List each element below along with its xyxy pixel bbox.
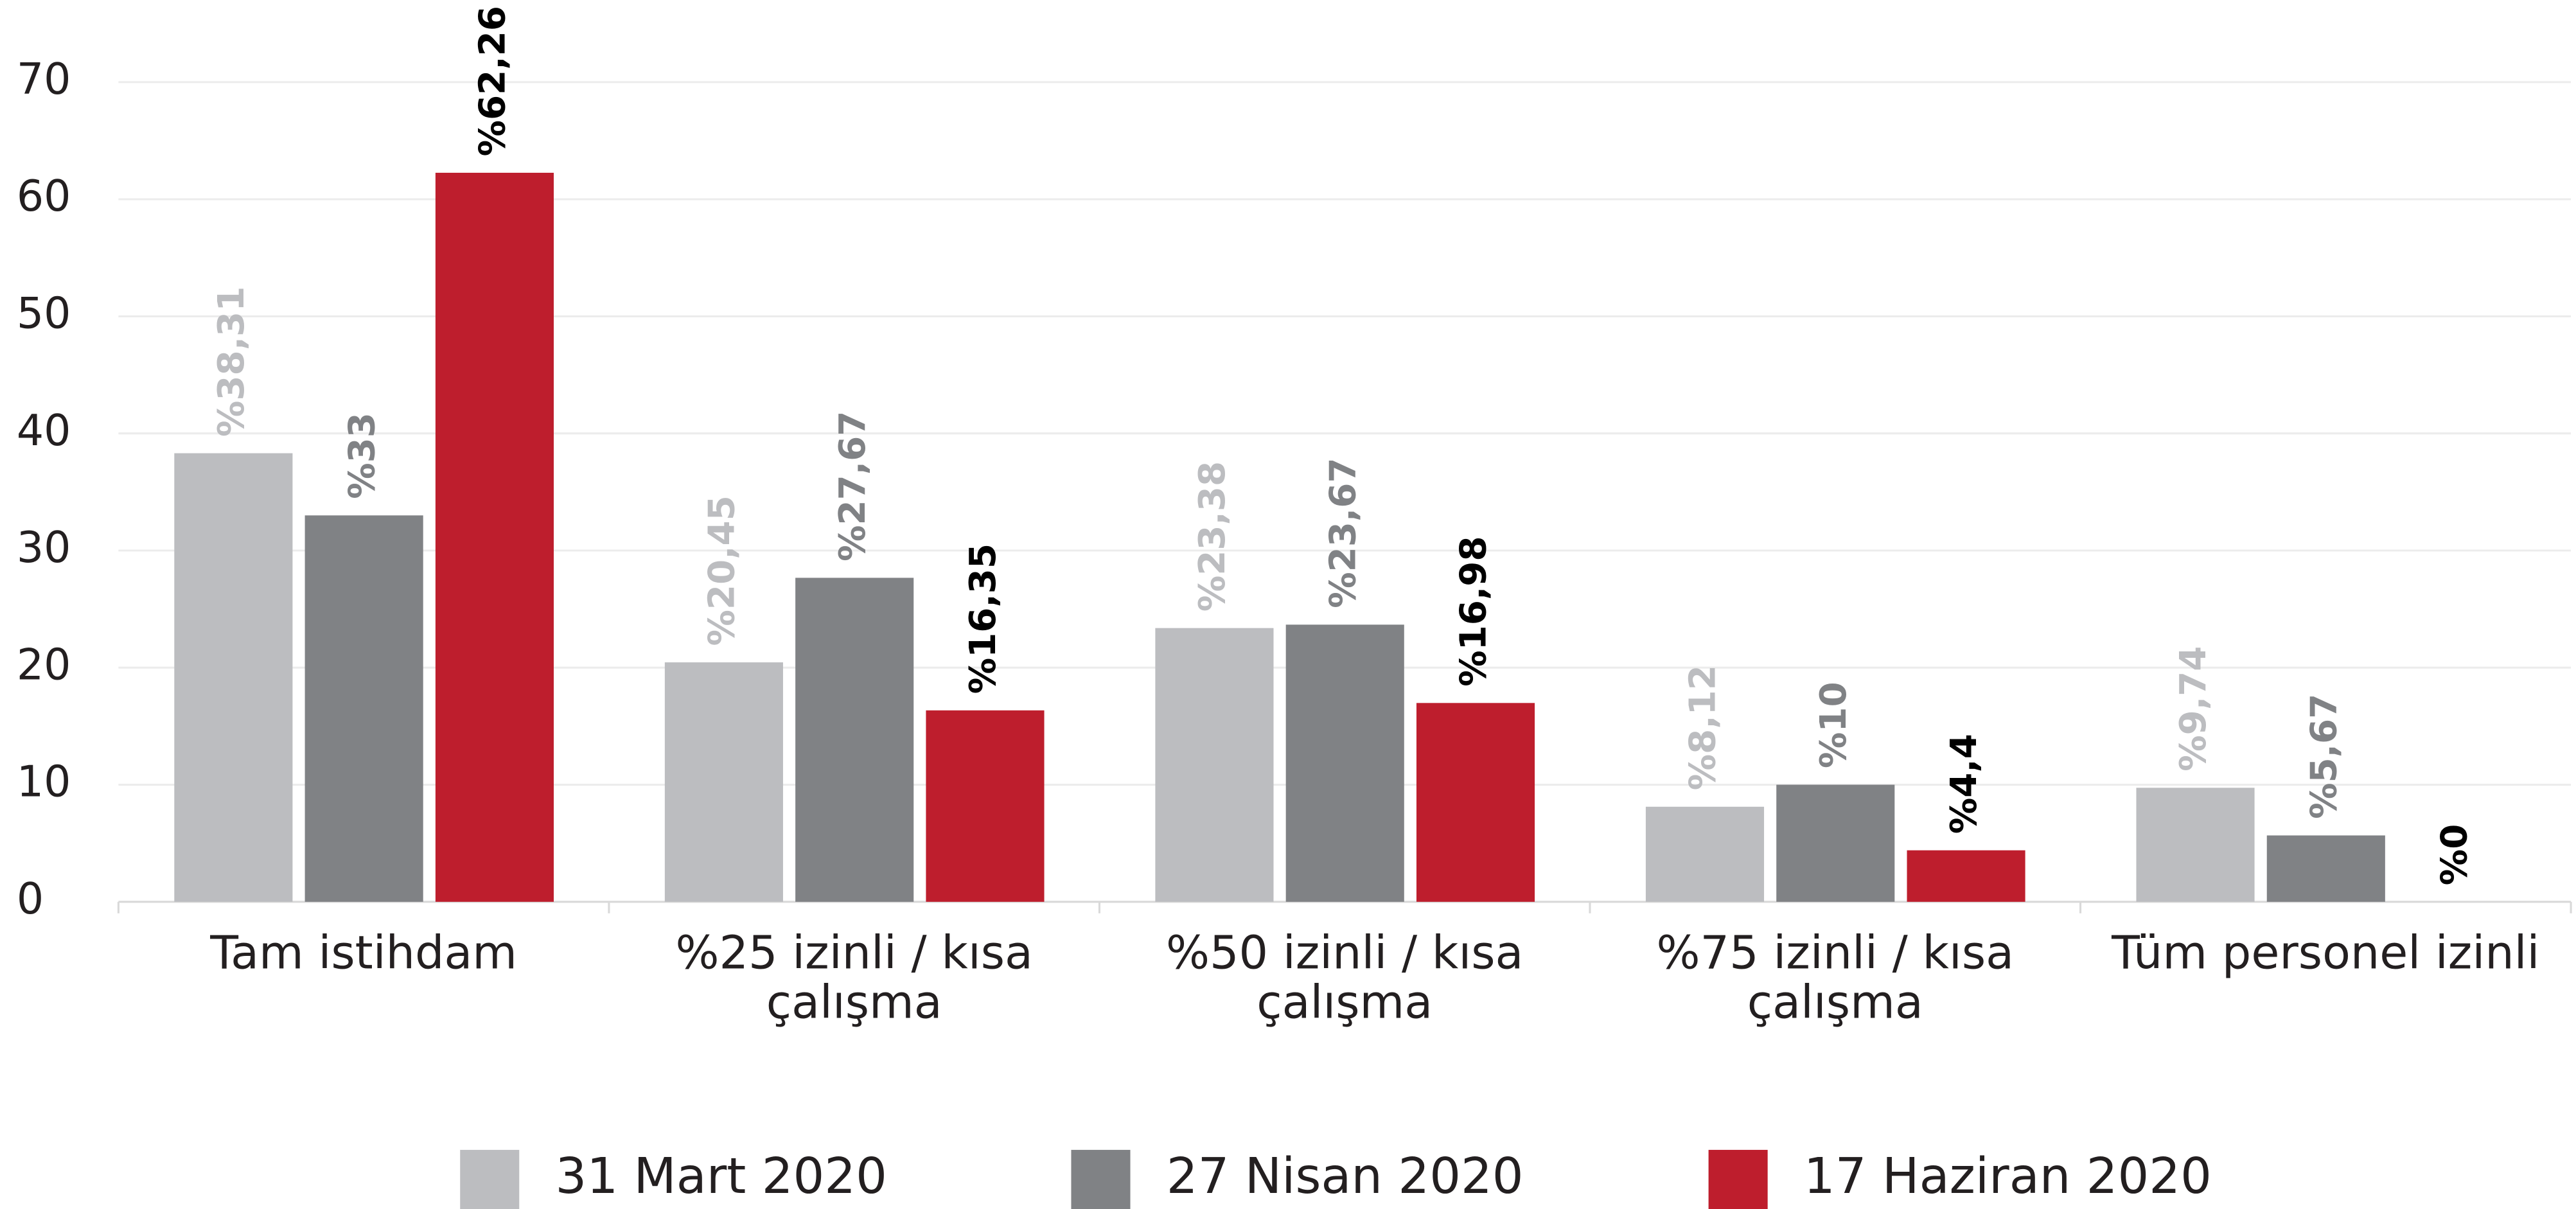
legend-swatch <box>1708 1149 1768 1209</box>
x-tick-label: çalışma <box>1747 975 1923 1028</box>
bar <box>1155 628 1274 902</box>
bar <box>1776 784 1895 902</box>
value-label: %20,45 <box>701 495 743 646</box>
value-label: %16,98 <box>1453 536 1495 686</box>
bar <box>1285 624 1404 902</box>
x-tick-label: %75 izinli / kısa <box>1657 926 2014 980</box>
bar <box>174 453 293 902</box>
y-tick-label: 20 <box>17 639 71 689</box>
x-tick-label: %50 izinli / kısa <box>1166 926 1523 980</box>
x-tick-label: çalışma <box>1257 975 1433 1028</box>
value-label: %23,38 <box>1192 461 1233 612</box>
bar <box>304 515 423 902</box>
y-tick-label: 70 <box>17 54 71 104</box>
y-tick-label: 40 <box>17 405 71 455</box>
bar <box>1416 703 1535 902</box>
bar <box>2136 788 2255 902</box>
value-label: %62,26 <box>472 6 514 156</box>
value-label: %23,67 <box>1322 457 1364 608</box>
bar <box>1907 850 2025 902</box>
value-label: %9,74 <box>2173 646 2214 772</box>
bar <box>664 662 783 902</box>
value-label: %33 <box>341 412 383 499</box>
y-tick-label: 10 <box>17 757 71 807</box>
value-label: %38,31 <box>211 287 252 437</box>
value-label: %10 <box>1813 682 1855 768</box>
value-label: %4,4 <box>1943 734 1985 834</box>
y-tick-label: 0 <box>17 874 44 924</box>
bar <box>435 172 554 902</box>
x-tick-label: Tüm personel izinli <box>2111 926 2539 980</box>
x-tick-label: çalışma <box>766 975 942 1028</box>
y-tick-label: 60 <box>17 171 71 221</box>
bar <box>926 710 1045 902</box>
bar <box>795 578 914 902</box>
value-label: %16,35 <box>962 543 1004 694</box>
bar <box>2266 835 2385 902</box>
value-label: %8,12 <box>1682 665 1724 790</box>
y-tick-label: 30 <box>17 522 71 572</box>
value-label: %0 <box>2434 824 2476 886</box>
y-tick-label: 50 <box>17 288 71 338</box>
legend-swatch <box>1071 1149 1131 1209</box>
x-tick-label: %25 izinli / kısa <box>675 926 1032 980</box>
x-tick-label: Tam istihdam <box>209 926 517 980</box>
legend-label: 17 Haziran 2020 <box>1804 1148 2212 1205</box>
value-label: %27,67 <box>832 411 874 561</box>
legend-label: 27 Nisan 2020 <box>1167 1148 1524 1205</box>
legend-swatch <box>460 1149 520 1209</box>
bar <box>1645 806 1765 902</box>
value-label: %5,67 <box>2303 694 2345 819</box>
legend-label: 31 Mart 2020 <box>556 1148 887 1205</box>
